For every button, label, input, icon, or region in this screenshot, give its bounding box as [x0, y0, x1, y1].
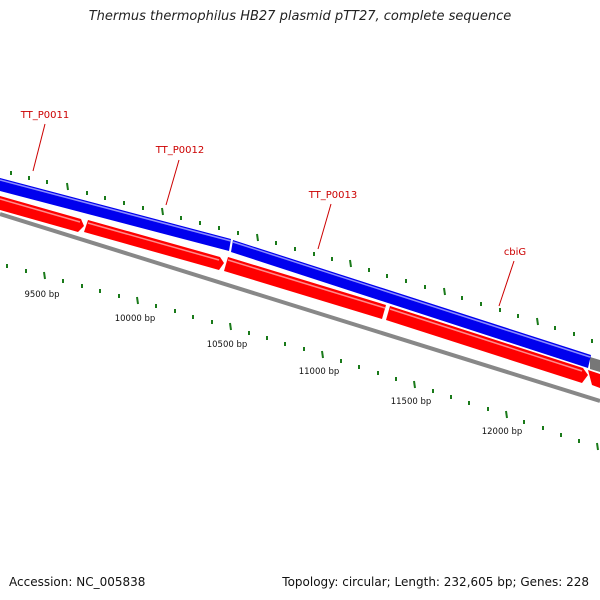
major-tick [66, 182, 69, 191]
gene-label-leader [165, 159, 180, 206]
major-tick [229, 322, 232, 331]
major-tick [596, 442, 599, 451]
major-tick [349, 259, 352, 268]
gene-label-tt-p0012: TT_P0012 [155, 145, 205, 156]
gene-label-leader [32, 123, 46, 172]
reverse-gene-segment [224, 257, 386, 319]
topology-summary: Topology: circular; Length: 232,605 bp; … [282, 575, 589, 589]
reverse-gene-highlight [87, 222, 220, 261]
reverse-gene-highlight [227, 259, 386, 309]
scale-label-11500: 11500 bp [391, 397, 432, 407]
backbone-outer-tail [590, 357, 600, 372]
reverse-gene-segment [386, 306, 588, 383]
backbone-inner-line [0, 212, 600, 403]
forward-gene-highlight [232, 241, 591, 358]
major-tick [43, 271, 46, 280]
reverse-gene-highlight [0, 198, 81, 223]
scale-label-12000: 12000 bp [482, 427, 523, 437]
scale-labels: 9500 bp 10000 bp 10500 bp 11000 bp 11500… [24, 290, 522, 437]
inner-tick-row [6, 264, 599, 451]
gene-labels: TT_P0011 TT_P0012 TT_P0013 cbiG [20, 110, 526, 307]
gene-label-leader [498, 260, 515, 307]
forward-gene-segment [0, 178, 231, 251]
forward-gene-segment [231, 240, 591, 368]
scale-label-10000: 10000 bp [115, 314, 156, 324]
major-tick [413, 380, 416, 389]
accession-label: Accession: NC_005838 [9, 575, 146, 589]
forward-gene-highlight [0, 179, 232, 242]
outer-tick-row [10, 171, 593, 343]
major-tick [256, 233, 259, 242]
major-tick [505, 410, 508, 419]
forward-strand-track [0, 178, 591, 368]
major-tick [321, 350, 324, 359]
reverse-gene-segment [588, 370, 600, 388]
backbone-ring [0, 212, 600, 403]
map-title: Thermus thermophilus HB27 plasmid pTT27,… [88, 9, 512, 24]
major-tick [536, 317, 539, 326]
gene-label-tt-p0013: TT_P0013 [308, 190, 358, 201]
scale-label-9500: 9500 bp [24, 290, 59, 300]
major-tick [136, 296, 139, 305]
scale-label-11000: 11000 bp [299, 367, 340, 377]
major-tick [443, 287, 446, 296]
gene-label-tt-p0011: TT_P0011 [20, 110, 70, 121]
major-tick [161, 207, 164, 216]
gene-label-cbig: cbiG [504, 247, 526, 258]
reverse-strand-track [0, 196, 600, 388]
gene-label-leader [317, 203, 332, 250]
reverse-gene-highlight [389, 308, 583, 372]
scale-label-10500: 10500 bp [207, 340, 248, 350]
